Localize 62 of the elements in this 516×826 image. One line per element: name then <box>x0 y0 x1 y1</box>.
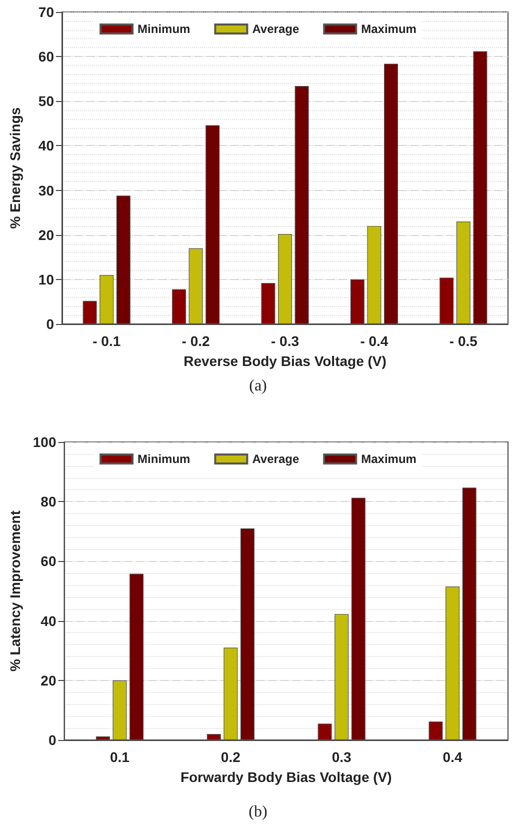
bar <box>206 125 220 324</box>
x-tick-label: 0.2 <box>220 749 241 765</box>
bar <box>261 282 276 324</box>
x-axis-title: Reverse Body Bias Voltage (V) <box>184 353 386 369</box>
x-tick-label: - 0.4 <box>360 333 388 349</box>
bar <box>188 248 203 324</box>
x-tick-label: 0.1 <box>110 749 130 765</box>
bar <box>367 226 382 324</box>
x-tick-label: - 0.5 <box>449 333 478 349</box>
x-tick-label: - 0.1 <box>92 333 121 349</box>
y-axis-title: % Latency Improvement <box>7 510 23 672</box>
bar <box>428 722 443 740</box>
legend-label: Minimum <box>138 452 190 466</box>
text: (b) <box>248 804 268 820</box>
x-tick-label: 0.3 <box>332 749 352 765</box>
bar <box>351 498 366 740</box>
x-tick-label: - 0.3 <box>270 333 300 349</box>
bar <box>278 234 292 324</box>
bar <box>350 279 364 324</box>
y-tick-label: 20 <box>38 226 54 243</box>
bar <box>206 734 221 740</box>
y-tick-label: 40 <box>38 138 54 154</box>
y-tick-label: 40 <box>40 612 56 629</box>
bar <box>456 221 470 324</box>
x-axis-title: Forwardy Body Bias Voltage (V) <box>180 769 392 785</box>
bar <box>82 300 97 324</box>
y-tick-label: 50 <box>38 93 54 110</box>
y-tick-label: 10 <box>38 271 54 288</box>
y-tick-label: 70 <box>38 4 54 20</box>
y-tick-label: 60 <box>40 553 56 570</box>
y-tick-label: 0 <box>46 316 54 332</box>
bar <box>473 51 488 324</box>
legend-label: Maximum <box>361 452 416 466</box>
bar <box>130 574 144 740</box>
y-tick-label: 80 <box>40 494 56 510</box>
y-tick-label: 100 <box>32 434 56 450</box>
legend-label: Maximum <box>361 22 416 36</box>
y-tick-label: 20 <box>40 672 56 688</box>
bar <box>462 488 476 740</box>
bar <box>446 586 460 740</box>
text: (a) <box>249 378 267 394</box>
bar <box>440 278 454 324</box>
x-tick-label: 0.4 <box>442 749 462 765</box>
bar <box>224 648 238 740</box>
legend-label: Average <box>252 452 300 466</box>
bar <box>318 724 332 740</box>
bar <box>100 274 114 324</box>
bar <box>240 528 254 740</box>
y-tick-label: 0 <box>48 732 56 748</box>
legend-label: Minimum <box>138 22 190 36</box>
bar <box>112 680 127 740</box>
bar <box>384 64 398 324</box>
bar <box>294 86 309 324</box>
y-tick-label: 60 <box>38 48 54 65</box>
y-axis-title: % Energy Savings <box>7 107 23 229</box>
bar <box>116 196 130 324</box>
y-tick-label: 30 <box>38 182 54 198</box>
legend-label: Average <box>252 22 300 36</box>
bar <box>96 736 110 740</box>
bar <box>334 614 349 740</box>
x-tick-label: - 0.2 <box>182 333 210 349</box>
bar <box>172 289 186 324</box>
